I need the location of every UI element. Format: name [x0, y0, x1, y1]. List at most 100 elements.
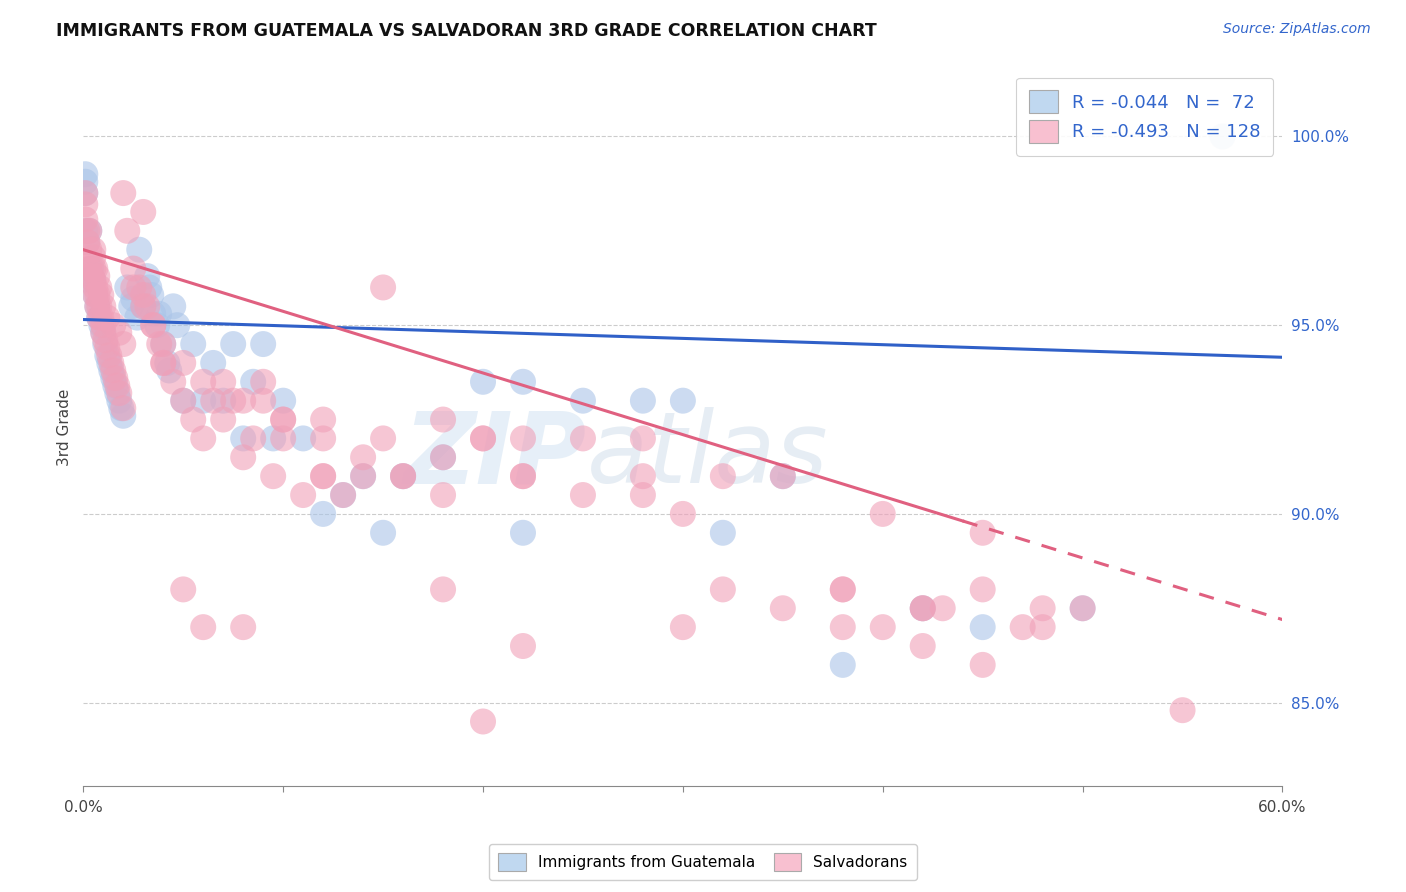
- Point: [631, 488, 654, 502]
- Point: [193, 393, 215, 408]
- Point: [75, 197, 97, 211]
- Point: [212, 393, 235, 408]
- Point: [90, 318, 112, 333]
- Point: [91, 318, 114, 333]
- Point: [972, 620, 994, 634]
- Point: [512, 469, 534, 483]
- Point: [136, 269, 159, 284]
- Point: [103, 363, 125, 377]
- Point: [193, 375, 215, 389]
- Point: [156, 356, 179, 370]
- Point: [312, 507, 335, 521]
- Point: [94, 333, 117, 347]
- Point: [105, 386, 128, 401]
- Point: [100, 356, 122, 370]
- Point: [972, 525, 994, 540]
- Point: [82, 243, 104, 257]
- Point: [1032, 620, 1054, 634]
- Point: [84, 280, 107, 294]
- Text: Source: ZipAtlas.com: Source: ZipAtlas.com: [1223, 22, 1371, 37]
- Point: [104, 378, 127, 392]
- Point: [128, 280, 150, 294]
- Point: [98, 356, 121, 370]
- Point: [1171, 703, 1194, 717]
- Point: [157, 363, 180, 377]
- Point: [142, 307, 165, 321]
- Point: [86, 288, 108, 302]
- Point: [1071, 601, 1094, 615]
- Point: [75, 212, 97, 227]
- Point: [831, 620, 853, 634]
- Point: [181, 412, 204, 426]
- Point: [312, 469, 335, 483]
- Point: [75, 167, 97, 181]
- Point: [76, 235, 98, 249]
- Point: [271, 412, 294, 426]
- Point: [75, 224, 97, 238]
- Point: [172, 356, 194, 370]
- Point: [76, 235, 98, 249]
- Point: [148, 307, 170, 321]
- Point: [89, 310, 111, 325]
- Point: [472, 375, 495, 389]
- Point: [371, 280, 394, 294]
- Point: [84, 261, 107, 276]
- Point: [76, 273, 98, 287]
- Point: [91, 326, 114, 340]
- Point: [82, 250, 104, 264]
- Point: [82, 273, 104, 287]
- Point: [142, 318, 165, 333]
- Point: [232, 393, 254, 408]
- Point: [1212, 129, 1234, 144]
- Point: [972, 582, 994, 597]
- Point: [80, 261, 103, 276]
- Point: [271, 393, 294, 408]
- Point: [512, 375, 534, 389]
- Point: [232, 432, 254, 446]
- Point: [772, 469, 794, 483]
- Point: [112, 401, 135, 416]
- Point: [86, 269, 108, 284]
- Point: [472, 432, 495, 446]
- Point: [472, 714, 495, 729]
- Point: [166, 318, 188, 333]
- Point: [831, 582, 853, 597]
- Point: [831, 657, 853, 672]
- Point: [90, 288, 112, 302]
- Point: [711, 469, 734, 483]
- Point: [142, 318, 165, 333]
- Point: [152, 337, 174, 351]
- Point: [931, 601, 953, 615]
- Point: [222, 393, 245, 408]
- Point: [312, 412, 335, 426]
- Point: [512, 432, 534, 446]
- Point: [262, 432, 284, 446]
- Point: [772, 469, 794, 483]
- Point: [202, 356, 225, 370]
- Point: [96, 341, 118, 355]
- Point: [136, 299, 159, 313]
- Point: [252, 375, 274, 389]
- Point: [172, 582, 194, 597]
- Point: [352, 450, 374, 465]
- Point: [212, 375, 235, 389]
- Point: [152, 337, 174, 351]
- Point: [89, 299, 111, 313]
- Point: [252, 393, 274, 408]
- Point: [112, 409, 135, 423]
- Point: [146, 318, 169, 333]
- Point: [432, 450, 454, 465]
- Point: [271, 432, 294, 446]
- Point: [128, 243, 150, 257]
- Point: [91, 326, 114, 340]
- Point: [831, 582, 853, 597]
- Point: [232, 620, 254, 634]
- Point: [132, 299, 155, 313]
- Point: [232, 450, 254, 465]
- Point: [1011, 620, 1033, 634]
- Point: [122, 292, 145, 306]
- Point: [631, 432, 654, 446]
- Point: [96, 348, 118, 362]
- Point: [82, 273, 104, 287]
- Point: [162, 375, 184, 389]
